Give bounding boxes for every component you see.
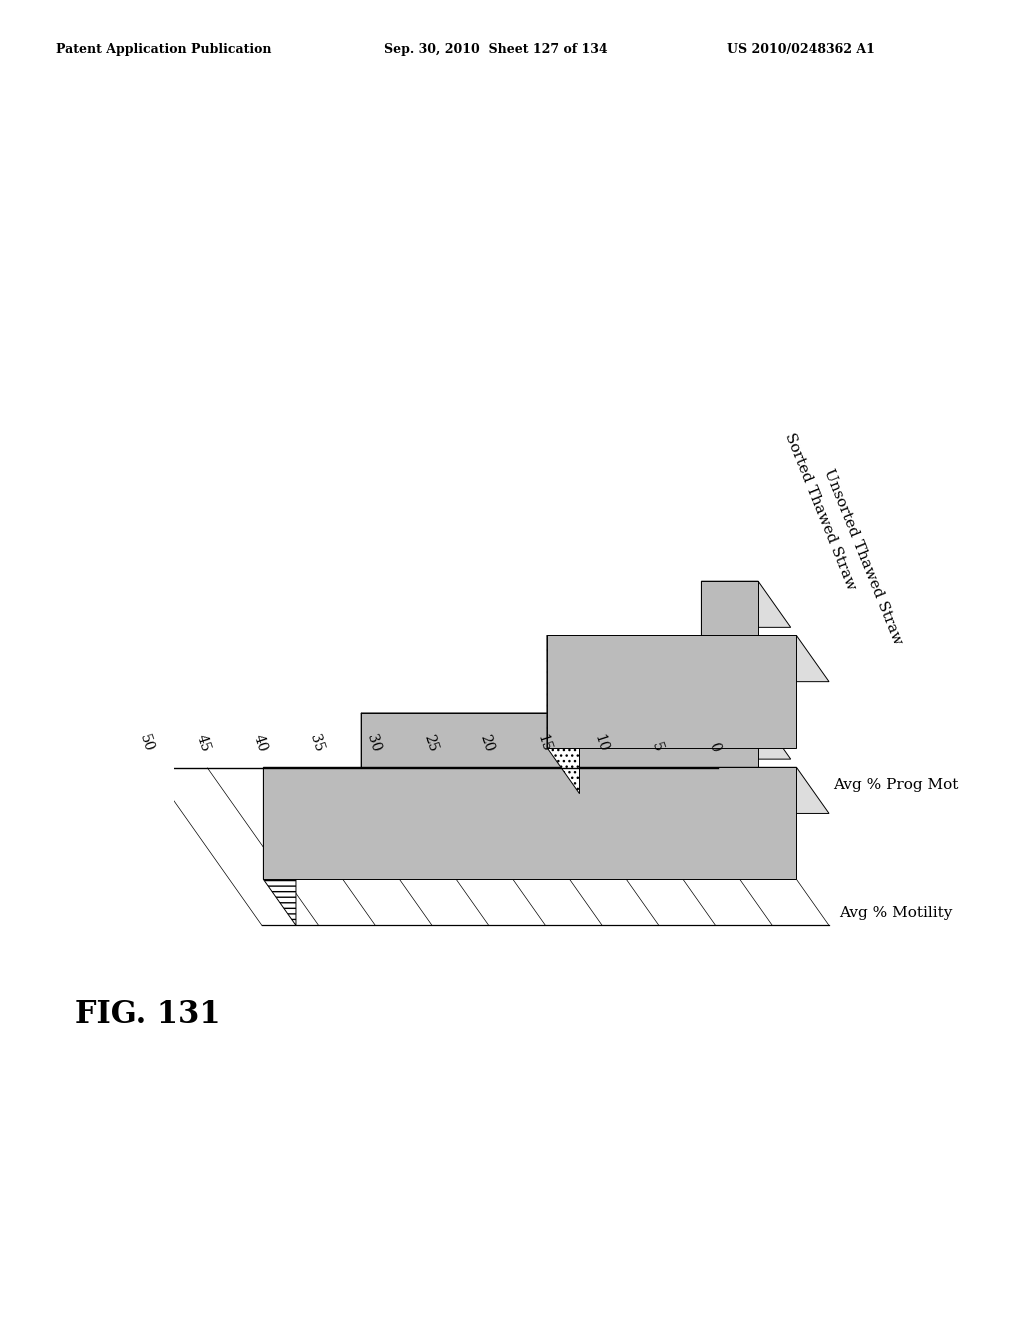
Polygon shape (263, 767, 296, 925)
Polygon shape (547, 635, 580, 793)
Polygon shape (701, 581, 734, 739)
Text: 50: 50 (137, 733, 156, 754)
Text: 10: 10 (591, 733, 610, 754)
Polygon shape (263, 767, 797, 879)
Polygon shape (547, 635, 797, 747)
Text: Unsorted Thawed Straw: Unsorted Thawed Straw (820, 467, 904, 647)
Polygon shape (361, 713, 791, 759)
Polygon shape (361, 713, 758, 825)
Text: 45: 45 (195, 733, 213, 754)
Text: 40: 40 (251, 733, 269, 754)
Polygon shape (701, 581, 791, 627)
Text: 30: 30 (365, 733, 383, 754)
Text: Sorted Thawed Straw: Sorted Thawed Straw (782, 432, 858, 593)
Text: Patent Application Publication: Patent Application Publication (56, 44, 271, 57)
Polygon shape (547, 635, 829, 681)
Polygon shape (361, 713, 393, 871)
Text: Avg % Motility: Avg % Motility (840, 906, 952, 920)
Polygon shape (701, 581, 758, 693)
Text: 20: 20 (477, 733, 497, 754)
Text: FIG. 131: FIG. 131 (75, 999, 220, 1030)
Text: 35: 35 (307, 733, 327, 754)
Text: 0: 0 (706, 741, 722, 754)
Text: 5: 5 (649, 741, 666, 754)
Text: US 2010/0248362 A1: US 2010/0248362 A1 (727, 44, 874, 57)
Text: 15: 15 (535, 733, 553, 754)
Text: Sep. 30, 2010  Sheet 127 of 134: Sep. 30, 2010 Sheet 127 of 134 (384, 44, 607, 57)
Text: Avg % Prog Mot: Avg % Prog Mot (834, 777, 958, 792)
Text: 25: 25 (421, 733, 439, 754)
Polygon shape (263, 767, 829, 813)
